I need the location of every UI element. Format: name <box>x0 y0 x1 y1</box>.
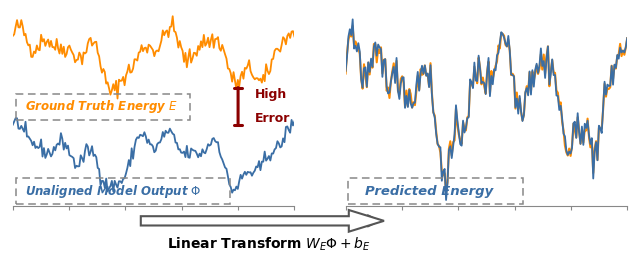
Text: Ground Truth Energy $E$: Ground Truth Energy $E$ <box>26 98 178 115</box>
Text: High: High <box>255 87 287 101</box>
Text: $\bf{Linear\ Transform}$ $W_E\Phi + b_E$: $\bf{Linear\ Transform}$ $W_E\Phi + b_E$ <box>167 236 371 253</box>
Text: Predicted Energy: Predicted Energy <box>365 185 493 198</box>
Text: Unaligned Model Output $\Phi$: Unaligned Model Output $\Phi$ <box>26 183 202 200</box>
Text: Error: Error <box>255 112 291 125</box>
Polygon shape <box>141 210 384 232</box>
